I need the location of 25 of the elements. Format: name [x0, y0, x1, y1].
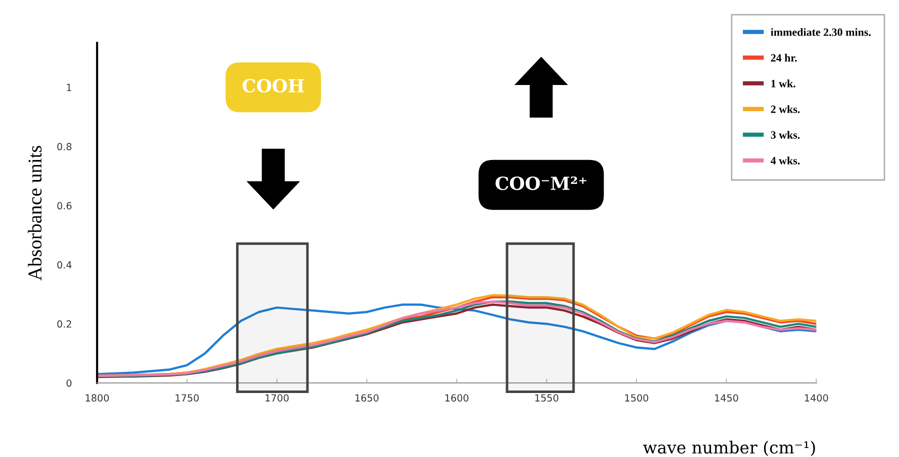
annotation: COOH [242, 78, 304, 93]
x-tick-label: 1800 [86, 394, 109, 402]
legend-label: 1 wk. [771, 79, 796, 88]
x-tick-label: 1650 [355, 394, 379, 402]
x-tick-label: 1400 [804, 394, 828, 402]
x-axis-title: wave number (cm⁻¹) [643, 440, 815, 456]
y-tick-label: 0.8 [57, 142, 72, 150]
y-tick-label: 0.2 [57, 320, 72, 328]
legend-label: 4 wks. [770, 156, 800, 164]
x-tick-label: 1700 [266, 394, 289, 402]
legend-label: immediate 2.30 mins. [770, 28, 871, 36]
legend-label: 2 wks. [770, 105, 800, 114]
x-tick-label: 1750 [176, 394, 199, 402]
legend-label: 3 wks. [770, 130, 800, 139]
y-axis-title: Absorbance units [28, 146, 42, 281]
x-tick-label: 1550 [535, 394, 558, 402]
legend-label: 24 hr. [770, 54, 797, 62]
x-tick-label: 1500 [625, 394, 648, 402]
y-tick-label: 0.6 [57, 202, 72, 210]
y-tick-label: 1 [66, 84, 72, 91]
x-tick-label: 1450 [715, 394, 738, 402]
y-tick-label: 0 [66, 379, 72, 387]
y-tick-label: 0.4 [57, 261, 72, 269]
x-tick-label: 1600 [445, 394, 468, 402]
annotation: COO⁻M²⁺ [496, 176, 586, 190]
